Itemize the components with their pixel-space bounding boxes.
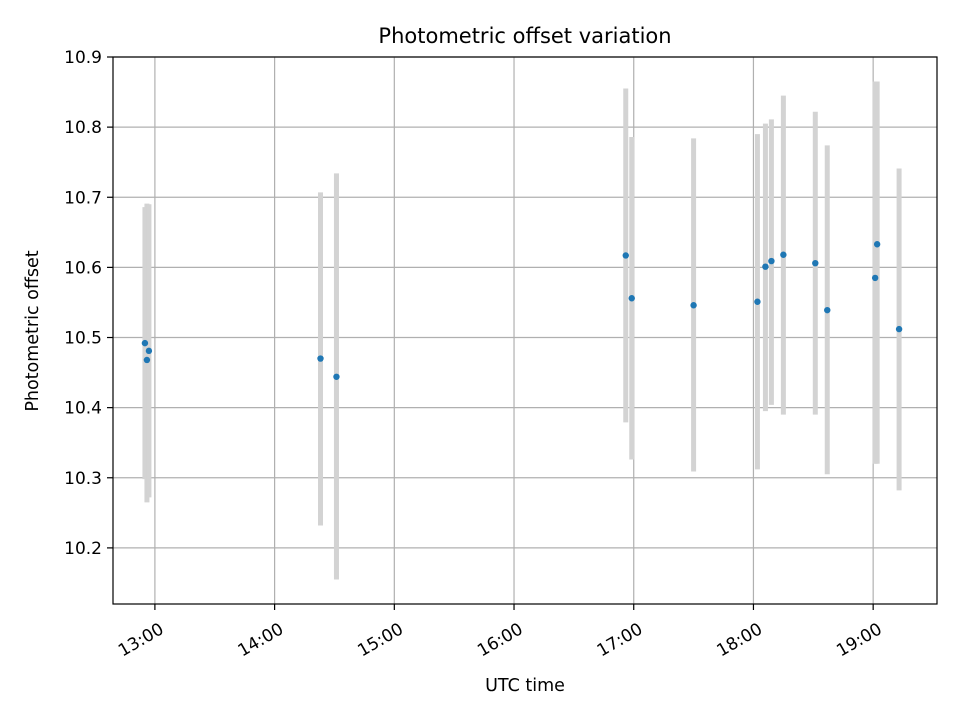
y-tick-label: 10.2 — [64, 539, 102, 559]
y-tick-label: 10.8 — [64, 118, 102, 138]
data-point — [768, 257, 775, 265]
data-points — [141, 241, 903, 380]
data-point — [824, 306, 831, 314]
data-point — [690, 302, 697, 309]
y-tick-label: 10.4 — [64, 399, 102, 419]
y-tick-label: 10.7 — [64, 188, 102, 208]
data-point — [780, 251, 787, 258]
data-point — [622, 252, 629, 259]
data-point — [628, 295, 635, 302]
data-point — [141, 339, 149, 347]
data-point — [895, 325, 903, 333]
plot-frame — [112, 56, 938, 605]
y-tick-label: 10.9 — [64, 48, 102, 68]
data-point — [143, 356, 151, 364]
chart-title: Photometric offset variation — [378, 24, 671, 48]
data-point — [333, 373, 340, 380]
y-tick-label: 10.6 — [64, 258, 102, 278]
data-point — [871, 274, 879, 282]
y-axis-label: Photometric offset — [23, 250, 43, 411]
data-point — [317, 355, 324, 362]
data-point — [754, 298, 761, 305]
data-point — [812, 259, 819, 267]
data-point — [873, 241, 881, 248]
data-point — [145, 347, 153, 355]
y-tick-label: 10.5 — [64, 329, 102, 349]
y-tick-label: 10.3 — [64, 469, 102, 489]
x-axis-label: UTC time — [485, 676, 565, 696]
data-point — [762, 263, 769, 270]
